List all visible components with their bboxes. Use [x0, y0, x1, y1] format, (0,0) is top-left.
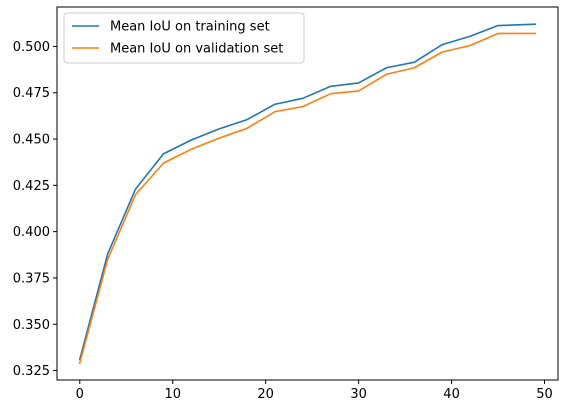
legend-box	[63, 12, 305, 64]
y-axis: 0.325 0.350 0.375 0.400 0.425 0.450 0.475 0.500	[13, 40, 57, 379]
y-tick-label: 0.475	[13, 86, 50, 101]
y-tick-label: 0.350	[13, 318, 50, 333]
x-tick-label: 20	[257, 387, 274, 402]
y-tick-label: 0.500	[13, 40, 50, 55]
x-tick-label: 30	[350, 387, 367, 402]
legend-label-training: Mean IoU on training set	[110, 20, 270, 35]
plot-frame	[56, 6, 559, 381]
x-tick-label: 10	[164, 387, 181, 402]
y-tick-label: 0.375	[13, 271, 50, 286]
x-tick-label: 40	[443, 387, 460, 402]
series-line-training	[78, 23, 537, 361]
x-tick-label: 50	[536, 387, 553, 402]
y-tick-label: 0.450	[13, 133, 50, 148]
y-tick-label: 0.425	[13, 179, 50, 194]
x-tick-label: 0	[76, 387, 84, 402]
x-axis: 0 10 20 30 40 50	[76, 380, 553, 402]
legend: Mean IoU on training set Mean IoU on val…	[63, 12, 305, 64]
legend-label-validation: Mean IoU on validation set	[110, 42, 283, 57]
y-tick-label: 0.325	[13, 364, 50, 379]
y-tick-label: 0.400	[13, 225, 50, 240]
series-layer	[78, 23, 537, 365]
series-line-validation	[78, 32, 537, 365]
